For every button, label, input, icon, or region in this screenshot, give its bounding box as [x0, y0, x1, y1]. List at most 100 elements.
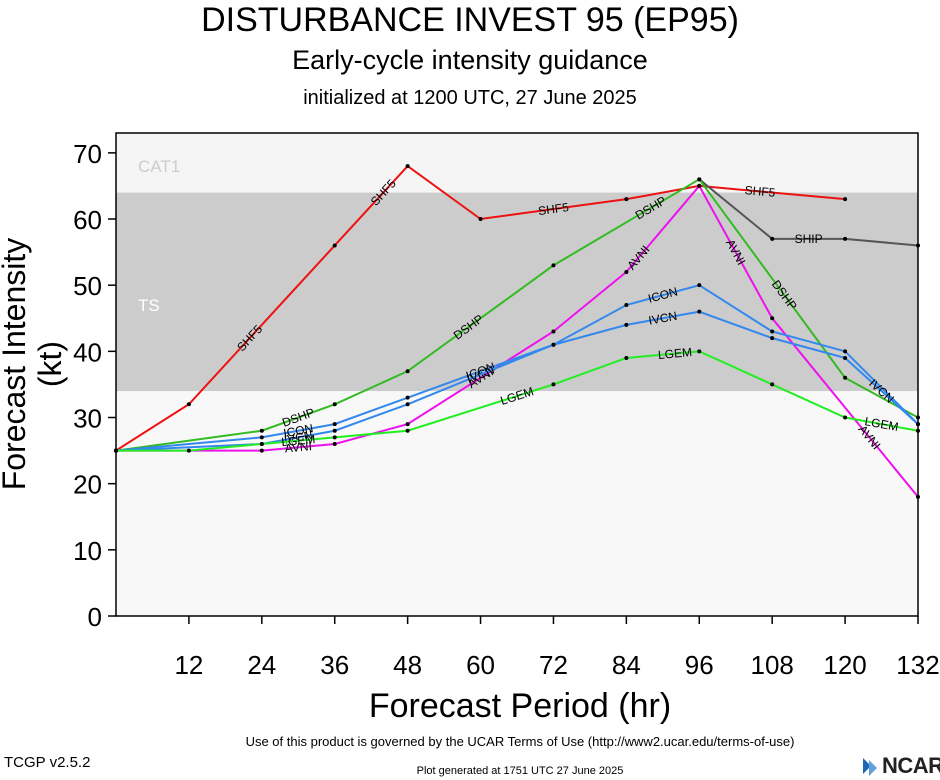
band-label-cat1: CAT1 — [138, 157, 180, 176]
series-label-avni: AVNI — [284, 439, 312, 455]
y-tick-label: 0 — [88, 602, 102, 632]
data-point-icon — [770, 329, 775, 334]
data-point-shf5 — [478, 217, 483, 222]
ncar-logo-icon — [863, 758, 877, 776]
x-tick-label: 60 — [466, 650, 495, 680]
data-point-shf5 — [843, 197, 848, 202]
data-point-ship — [843, 236, 848, 241]
data-point-ivcn — [624, 322, 629, 327]
series-line-icon — [115, 284, 919, 452]
data-point-avni — [551, 329, 556, 334]
data-point-dshp — [916, 415, 920, 420]
x-tick-label: 72 — [539, 650, 568, 680]
data-point-avni — [405, 422, 410, 427]
data-point-lgem — [770, 382, 775, 387]
data-point-lgem — [551, 382, 556, 387]
svg-text:LGEM: LGEM — [281, 432, 316, 449]
data-point-dshp — [332, 402, 337, 407]
data-point-avni — [332, 441, 337, 446]
y-tick-label: 60 — [73, 205, 102, 235]
svg-text:LGEM: LGEM — [657, 345, 692, 362]
x-tick-label: 132 — [896, 650, 939, 680]
series-label-ship: SHIP — [795, 232, 823, 246]
data-point-ivcn — [405, 402, 410, 407]
series-label-lgem: LGEM — [657, 345, 692, 362]
data-point-shf5 — [624, 197, 629, 202]
data-point-ivcn — [697, 309, 702, 314]
version-label: TCGP v2.5.2 — [4, 754, 91, 771]
data-point-shf5 — [332, 243, 337, 248]
data-point-lgem — [186, 448, 191, 453]
y-tick-label: 70 — [73, 139, 102, 169]
data-point-lgem — [916, 428, 920, 433]
data-point-lgem — [697, 349, 702, 354]
x-tick-label: 84 — [612, 650, 641, 680]
band-label-ts: TS — [138, 296, 160, 315]
y-tick-label: 30 — [73, 404, 102, 434]
series-line-ivcn — [115, 310, 919, 452]
data-point-dshp — [405, 369, 410, 374]
data-point-lgem — [332, 435, 337, 440]
data-point-icon — [843, 349, 848, 354]
svg-text:SHF5: SHF5 — [537, 200, 570, 218]
chart-title: DISTURBANCE INVEST 95 (EP95) — [201, 1, 739, 39]
svg-text:LGEM: LGEM — [864, 414, 900, 434]
data-point-icon — [259, 435, 264, 440]
svg-text:SHIP: SHIP — [795, 232, 823, 246]
data-point-avni — [697, 183, 702, 188]
x-tick-label: 96 — [685, 650, 714, 680]
data-point-icon — [624, 303, 629, 308]
data-point-icon — [405, 395, 410, 400]
x-tick-label: 108 — [750, 650, 793, 680]
data-point-ivcn — [332, 428, 337, 433]
data-point-ship — [770, 236, 775, 241]
y-tick-label: 50 — [73, 271, 102, 301]
ncar-logo-text: NCAR — [882, 753, 940, 778]
data-point-dshp — [843, 375, 848, 380]
generated-time: Plot generated at 1751 UTC 27 June 2025 — [416, 765, 624, 777]
data-point-avni — [770, 316, 775, 321]
x-tick-label: 12 — [174, 650, 203, 680]
x-tick-label: 24 — [247, 650, 276, 680]
data-point-shf5 — [405, 164, 410, 169]
svg-text:SHF5: SHF5 — [744, 183, 776, 200]
y-tick-label: 10 — [73, 536, 102, 566]
band-cat1 — [116, 133, 918, 193]
data-point-dshp — [259, 428, 264, 433]
data-point-avni — [916, 494, 920, 499]
data-point-avni — [624, 269, 629, 274]
data-point-ship — [916, 243, 920, 248]
y-tick-label: 20 — [73, 470, 102, 500]
chart-subtitle: Early-cycle intensity guidance — [292, 45, 648, 75]
data-point-lgem — [843, 415, 848, 420]
data-point-ivcn — [916, 422, 920, 427]
series-label-ivcn: IVCN — [647, 309, 678, 328]
data-point-ivcn — [843, 355, 848, 360]
y-axis-label: Forecast Intensity (kt) — [0, 237, 68, 491]
data-point-lgem — [624, 355, 629, 360]
svg-text:AVNI: AVNI — [284, 439, 312, 455]
series-line-shf5 — [115, 164, 846, 452]
series-label-shf5: SHF5 — [537, 200, 570, 218]
data-point-icon — [697, 283, 702, 288]
x-tick-label: 48 — [393, 650, 422, 680]
svg-text:IVCN: IVCN — [647, 309, 678, 328]
data-point-lgem — [405, 428, 410, 433]
data-point-dshp — [551, 263, 556, 268]
data-point-ivcn — [551, 342, 556, 347]
data-point-avni — [259, 448, 264, 453]
y-tick-label: 40 — [73, 337, 102, 367]
series-label-lgem: LGEM — [281, 432, 316, 449]
data-point-shf5 — [186, 402, 191, 407]
series-label-shf5: SHF5 — [744, 183, 776, 200]
data-point-ivcn — [770, 336, 775, 341]
terms-of-use: Use of this product is governed by the U… — [245, 734, 795, 749]
ncar-logo: NCAR — [862, 752, 940, 780]
data-point-dshp — [697, 177, 702, 182]
series-line-ship — [698, 178, 919, 247]
init-time: initialized at 1200 UTC, 27 June 2025 — [303, 87, 637, 109]
data-point-icon — [332, 422, 337, 427]
x-tick-label: 120 — [823, 650, 866, 680]
data-point-lgem — [259, 441, 264, 446]
